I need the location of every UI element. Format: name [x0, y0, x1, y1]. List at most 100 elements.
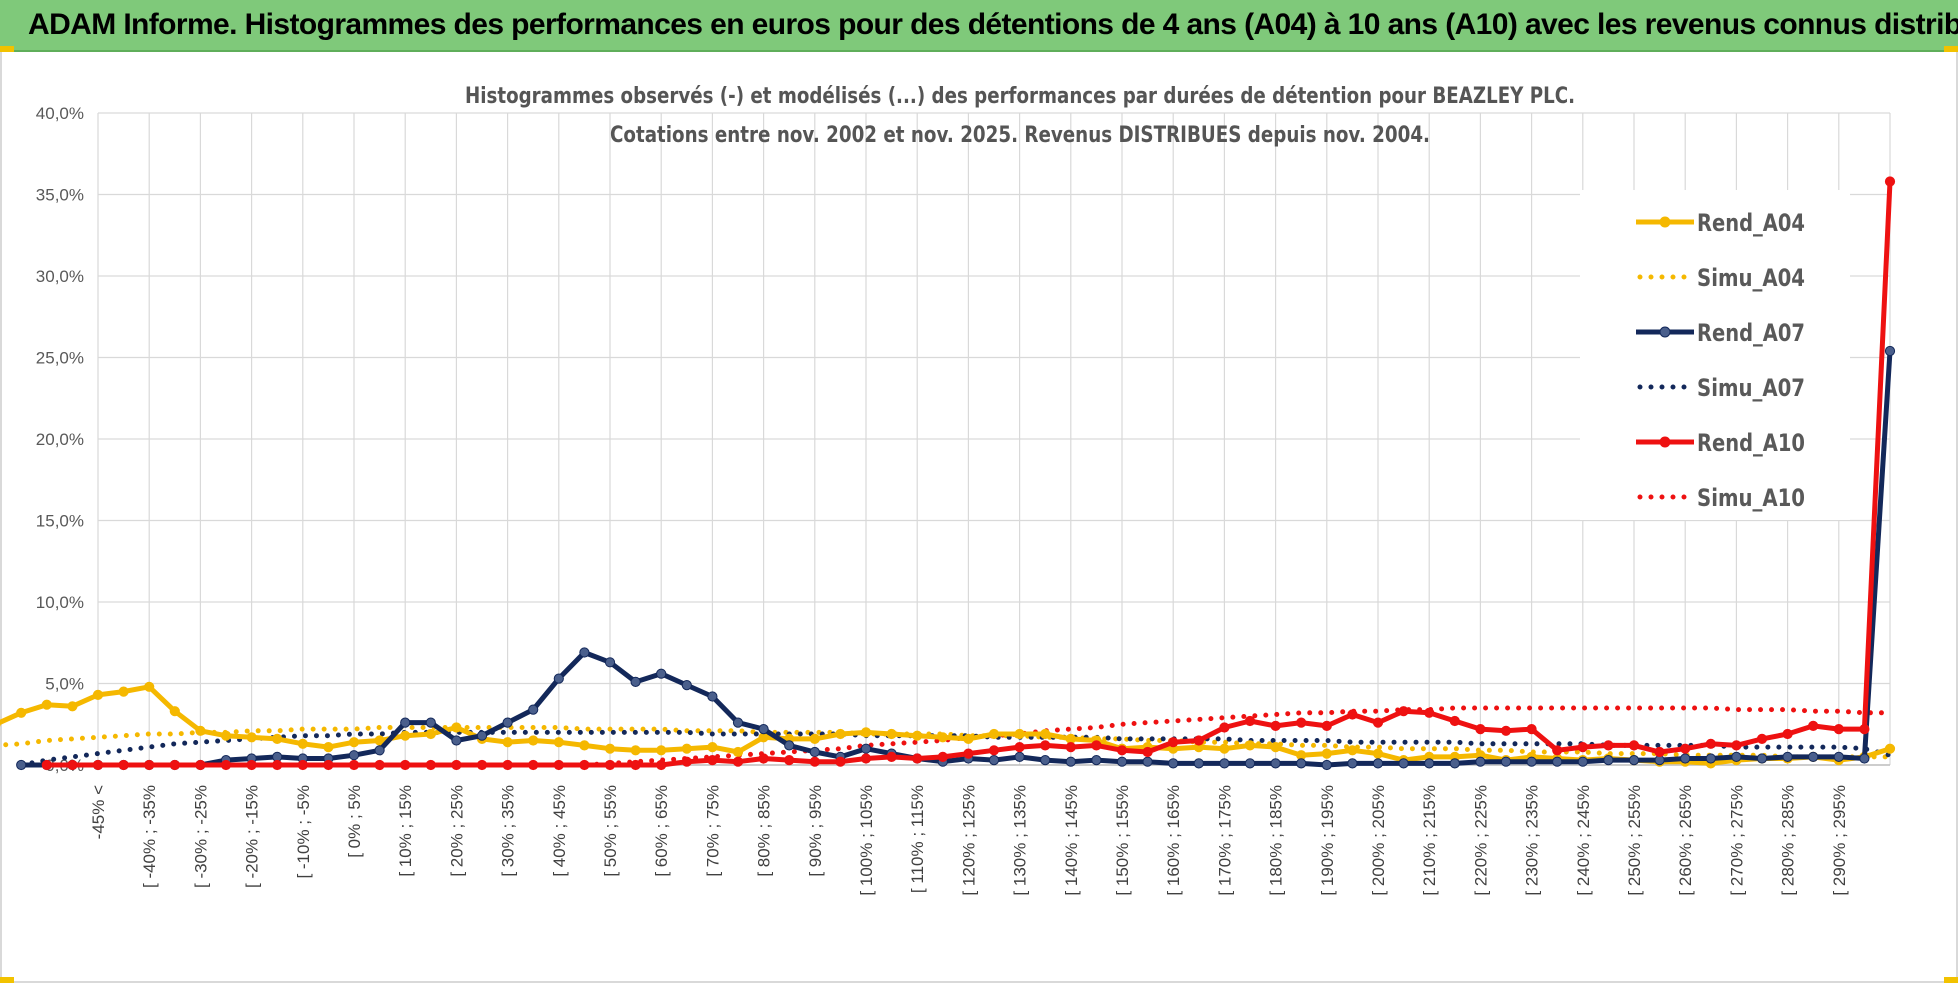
data-point-rend_a10 — [1731, 740, 1742, 751]
data-point-rend_a10 — [1782, 728, 1793, 740]
legend-label: Simu_A07 — [1697, 374, 1805, 402]
x-tick-label: [ 240% ; 245% — [1574, 785, 1593, 896]
legend-label: Rend_A07 — [1697, 319, 1805, 347]
legend-background — [1580, 190, 1850, 520]
x-tick-label: [ 190% ; 195% — [1318, 785, 1337, 896]
data-point-rend_a04 — [323, 742, 334, 753]
x-tick-label: [ 140% ; 145% — [1062, 785, 1081, 896]
data-point-rend_a07 — [348, 750, 360, 761]
x-tick-label: [ 0% ; 5% — [345, 785, 364, 858]
data-point-rend_a10 — [400, 759, 411, 771]
x-tick-label: [ 230% ; 235% — [1523, 785, 1542, 896]
data-point-rend_a07 — [476, 730, 488, 741]
data-point-rend_a04 — [16, 707, 27, 718]
series-group — [0, 176, 1896, 771]
data-point-rend_a10 — [348, 759, 360, 771]
x-tick-label: [ 50% ; 55% — [601, 785, 620, 877]
data-point-rend_a10 — [835, 756, 846, 767]
data-point-rend_a07 — [1372, 758, 1384, 769]
x-tick-label: [ 160% ; 165% — [1164, 785, 1183, 896]
data-point-rend_a10 — [1321, 720, 1332, 732]
data-point-rend_a10 — [92, 759, 104, 771]
data-point-rend_a10 — [681, 756, 692, 767]
data-point-rend_a07 — [1321, 759, 1332, 771]
data-point-rend_a07 — [1142, 756, 1153, 767]
data-point-rend_a04 — [963, 733, 974, 745]
data-point-rend_a04 — [656, 745, 667, 756]
x-tick-label: -45% < — [89, 785, 108, 839]
data-point-rend_a07 — [1526, 756, 1537, 767]
data-point-rend_a04 — [528, 735, 539, 746]
y-tick-label: 35,0% — [36, 186, 84, 205]
data-point-rend_a04 — [732, 746, 744, 758]
data-point-rend_a07 — [732, 717, 744, 728]
data-point-rend_a07 — [1756, 753, 1768, 764]
data-point-rend_a04 — [1244, 740, 1256, 751]
data-point-rend_a07 — [1014, 751, 1025, 763]
x-tick-label: [ -30% ; -25% — [191, 785, 210, 888]
data-point-rend_a10 — [579, 759, 590, 771]
data-point-rend_a10 — [323, 759, 334, 771]
data-point-rend_a07 — [1680, 753, 1691, 764]
data-point-rend_a10 — [630, 759, 641, 771]
data-point-rend_a07 — [451, 735, 462, 746]
x-tick-label: [ 250% ; 255% — [1625, 785, 1644, 896]
data-point-rend_a07 — [604, 657, 616, 668]
data-point-rend_a10 — [1116, 745, 1128, 756]
data-point-rend_a10 — [118, 759, 129, 771]
data-point-rend_a10 — [144, 759, 155, 771]
chart-title: Histogrammes observés (-) et modélisés (… — [465, 84, 1575, 109]
data-point-rend_a10 — [1193, 735, 1204, 746]
data-point-rend_a10 — [784, 755, 795, 766]
data-point-rend_a10 — [169, 759, 180, 771]
data-point-rend_a04 — [604, 743, 616, 754]
x-tick-label: [ -10% ; -5% — [294, 785, 313, 879]
data-point-rend_a10 — [1705, 738, 1716, 749]
data-point-rend_a04 — [297, 738, 308, 749]
data-point-rend_a10 — [1833, 724, 1844, 735]
x-tick-label: [ 280% ; 285% — [1779, 785, 1798, 896]
data-point-rend_a07 — [1168, 758, 1179, 769]
data-point-rend_a04 — [553, 737, 564, 748]
y-axis: 0,0%5,0%10,0%15,0%20,0%25,0%30,0%35,0%40… — [36, 104, 84, 775]
data-point-rend_a10 — [1500, 725, 1512, 736]
data-point-rend_a04 — [1040, 728, 1051, 740]
data-point-rend_a07 — [1833, 751, 1844, 763]
data-point-rend_a04 — [1372, 748, 1384, 759]
legend-marker — [1659, 326, 1671, 338]
data-point-rend_a07 — [528, 704, 539, 715]
data-point-rend_a04 — [425, 728, 436, 740]
data-point-rend_a10 — [1142, 746, 1153, 758]
data-point-rend_a10 — [1526, 724, 1537, 735]
data-point-rend_a04 — [220, 730, 232, 741]
data-point-rend_a04 — [579, 740, 590, 751]
data-point-rend_a07 — [1628, 755, 1640, 766]
data-point-rend_a07 — [758, 724, 769, 735]
data-point-rend_a10 — [1449, 715, 1460, 727]
x-tick-label: [ 60% ; 65% — [652, 785, 671, 877]
data-point-rend_a10 — [1244, 715, 1256, 727]
data-point-rend_a04 — [1884, 743, 1896, 754]
data-point-rend_a04 — [860, 727, 872, 738]
data-point-rend_a04 — [374, 735, 385, 746]
data-point-rend_a10 — [1040, 740, 1051, 751]
data-point-rend_a10 — [707, 755, 718, 766]
x-tick-label: [ 80% ; 85% — [755, 785, 774, 877]
data-point-rend_a10 — [860, 753, 872, 764]
data-point-rend_a10 — [528, 759, 539, 771]
data-point-rend_a10 — [963, 748, 974, 759]
data-point-rend_a04 — [809, 733, 820, 745]
data-point-rend_a07 — [1244, 758, 1256, 769]
data-point-rend_a04 — [246, 732, 257, 743]
series-line-simu_a04 — [0, 725, 1893, 760]
y-tick-label: 15,0% — [36, 512, 84, 531]
data-point-rend_a04 — [118, 686, 129, 697]
data-point-rend_a10 — [425, 759, 436, 771]
data-point-rend_a04 — [451, 722, 462, 733]
data-point-rend_a10 — [1808, 720, 1819, 732]
data-point-rend_a10 — [1270, 720, 1281, 732]
data-point-rend_a10 — [937, 751, 948, 763]
data-point-rend_a07 — [1475, 756, 1486, 767]
data-point-rend_a04 — [630, 745, 641, 756]
